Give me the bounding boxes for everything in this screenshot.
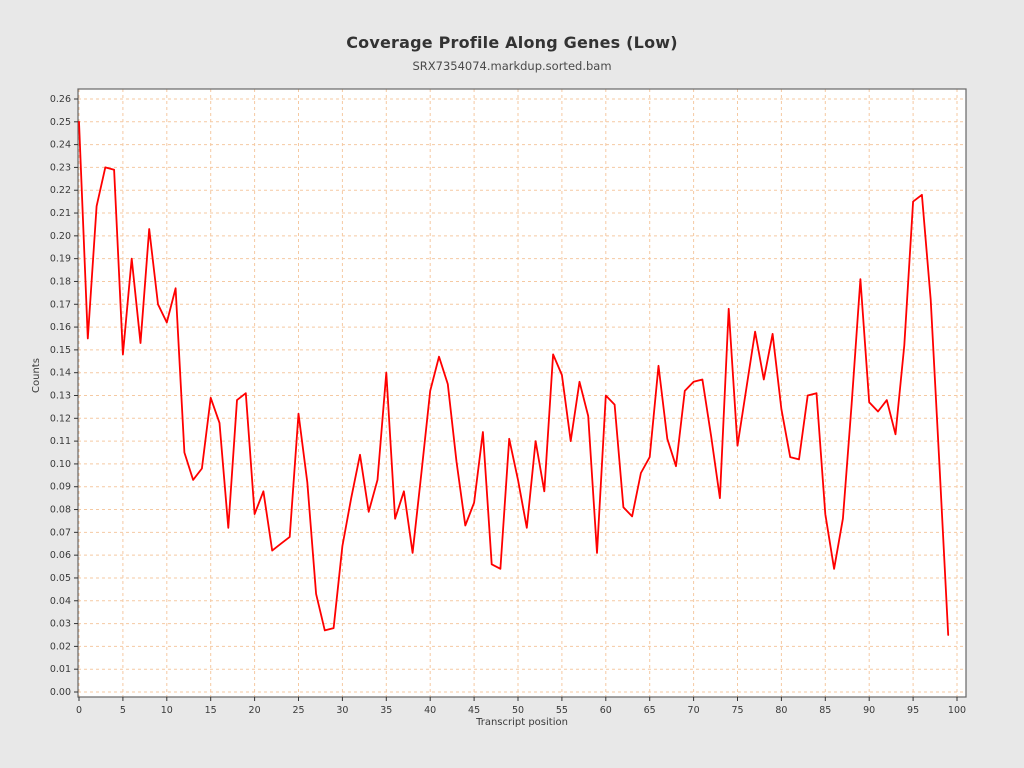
svg-text:0.26: 0.26 [50,94,71,105]
svg-text:15: 15 [205,705,217,716]
svg-text:0: 0 [76,705,82,716]
svg-text:10: 10 [161,705,173,716]
x-axis-ticks: 0 5 10 15 20 25 30 35 40 45 50 55 60 65 70 75 80 85 90 95 10… [76,697,966,716]
y-axis-ticks: 0.00 0.01 0.02 0.03 0.04 0.05 0.06 0.07 0.08 0.09… [50,94,78,698]
svg-text:35: 35 [380,705,392,716]
svg-text:75: 75 [731,705,743,716]
svg-text:0.03: 0.03 [50,619,71,630]
plot-border [77,88,967,698]
svg-text:40: 40 [424,705,436,716]
svg-text:0.21: 0.21 [50,208,71,219]
svg-text:85: 85 [819,705,831,716]
svg-text:30: 30 [336,705,348,716]
chart-title: Coverage Profile Along Genes (Low) [346,33,678,52]
svg-text:0.13: 0.13 [50,390,71,401]
y-axis-label: Counts [31,358,42,393]
svg-text:0.09: 0.09 [50,482,71,493]
svg-text:5: 5 [120,705,126,716]
svg-text:20: 20 [249,705,261,716]
svg-text:0.01: 0.01 [50,664,71,675]
svg-text:0.06: 0.06 [50,550,71,561]
svg-text:0.07: 0.07 [50,527,71,538]
svg-text:0.25: 0.25 [50,117,71,128]
svg-text:0.04: 0.04 [50,596,71,607]
svg-text:0.10: 0.10 [50,459,71,470]
svg-text:0.15: 0.15 [50,345,71,356]
svg-text:55: 55 [556,705,568,716]
svg-text:70: 70 [688,705,700,716]
svg-text:100: 100 [948,705,966,716]
svg-text:0.18: 0.18 [50,276,71,287]
x-axis-label: Transcript position [476,717,568,728]
svg-text:90: 90 [863,705,875,716]
svg-text:25: 25 [292,705,304,716]
svg-text:50: 50 [512,705,524,716]
svg-text:0.17: 0.17 [50,299,71,310]
svg-text:0.14: 0.14 [50,368,71,379]
svg-text:45: 45 [468,705,480,716]
svg-text:0.08: 0.08 [50,505,71,516]
svg-text:0.16: 0.16 [50,322,71,333]
svg-text:80: 80 [775,705,787,716]
svg-text:0.24: 0.24 [50,140,71,151]
svg-text:0.00: 0.00 [50,687,71,698]
svg-text:0.12: 0.12 [50,413,71,424]
svg-text:0.22: 0.22 [50,185,71,196]
svg-text:0.02: 0.02 [50,641,71,652]
grid-lines [78,89,966,697]
svg-text:65: 65 [644,705,656,716]
svg-text:0.23: 0.23 [50,162,71,173]
coverage-line [78,120,950,636]
svg-text:60: 60 [600,705,612,716]
svg-text:0.05: 0.05 [50,573,71,584]
svg-text:0.19: 0.19 [50,254,71,265]
svg-text:0.11: 0.11 [50,436,71,447]
svg-text:95: 95 [907,705,919,716]
svg-text:0.20: 0.20 [50,231,71,242]
chart-subtitle: SRX7354074.markdup.sorted.bam [412,59,612,73]
